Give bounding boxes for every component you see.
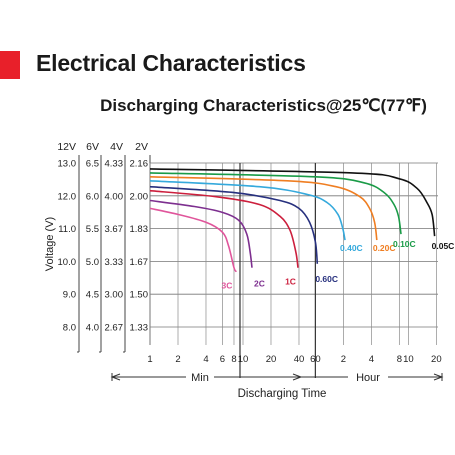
series-line-0_10C [149,172,402,235]
y-axis-label: Voltage (V) [44,217,56,271]
y-axis-header-6v: 6V [86,141,99,153]
y-tick-6v: 6.5 [86,159,99,170]
y-tick-2v: 1.83 [130,224,149,235]
y-axis-header-12v: 12V [57,141,76,153]
y-tick-6v: 5.5 [86,224,99,235]
series-line-0_60C [149,185,319,264]
series-line-3C [149,207,238,273]
x-tick-label: 1 [147,354,152,365]
series-line-0_20C [149,176,378,241]
y-tick-12v: 8.0 [63,323,76,334]
y-tick-2v: 2.00 [130,191,149,202]
y-tick-6v: 4.5 [86,290,99,301]
x-tick-label: 40 [294,354,305,365]
y-tick-4v: 3.67 [105,224,124,235]
y-tick-12v: 9.0 [63,290,76,301]
y-axis-header-2v: 2V [135,141,148,153]
x-tick-label: 8 [397,354,402,365]
y-tick-12v: 12.0 [58,191,77,202]
x-tick-label: 60 [310,354,321,365]
y-tick-4v: 4.33 [105,159,124,170]
series-label-2C: 2C [254,279,265,289]
series-label-0_20C: 0.20C [373,243,396,253]
x-range-label-min: Min [191,372,209,384]
x-tick-label: 6 [220,354,225,365]
series-line-0_40C [149,180,346,241]
x-tick-label: 10 [238,354,249,365]
series-label-0_40C: 0.40C [340,243,363,253]
series-label-3C: 3C [222,281,233,291]
section-marker [0,51,20,79]
x-tick-label: 10 [403,354,414,365]
y-tick-2v: 1.67 [130,257,149,268]
grid-lines [149,162,438,378]
x-tick-label: 20 [431,354,442,365]
hour-label-bg [348,370,388,384]
y-tick-6v: 5.0 [86,257,99,268]
series-line-2C [149,199,253,268]
series-line-1C [149,189,299,268]
y-tick-4v: 3.33 [105,257,124,268]
series-label-0_60C: 0.60C [315,274,338,284]
chart-title: Discharging Characteristics@25℃(77℉) [100,96,427,115]
section-title: Electrical Characteristics [36,50,306,76]
x-axis-label: Discharging Time [238,388,327,400]
series-label-0_10C: 0.10C [393,239,416,249]
x-tick-label: 20 [266,354,277,365]
y-tick-12v: 10.0 [58,257,77,268]
x-tick-label: 8 [231,354,236,365]
x-tick-label: 4 [203,354,208,365]
series-line-0_05C [149,168,436,237]
y-tick-6v: 6.0 [86,191,99,202]
x-tick-label: 2 [175,354,180,365]
series-label-0_05C: 0.05C [432,241,455,251]
hour-arrow-right [433,373,444,381]
y-axis-header-4v: 4V [110,141,123,153]
y-tick-4v: 4.00 [105,191,124,202]
x-range-label-hour: Hour [356,372,380,384]
y-tick-12v: 13.0 [58,159,77,170]
x-tick-label: 2 [341,354,346,365]
min-label-bg [186,370,214,384]
y-tick-2v: 1.33 [130,323,149,334]
y-tick-6v: 4.0 [86,323,99,334]
series-label-1C: 1C [285,277,296,287]
y-axes-group: 12V 13.0 12.0 11.0 10.0 9.0 8.0 6V 6.5 6.0 5.5 5.0 4… [57,141,151,353]
y-tick-4v: 2.67 [105,323,124,334]
y-tick-12v: 11.0 [58,224,76,235]
y-tick-4v: 3.00 [105,290,124,301]
x-tick-label: 4 [369,354,374,365]
series-group [149,168,436,273]
min-arrow-right [292,373,303,381]
y-tick-2v: 2.16 [130,159,149,170]
min-arrow-left [110,373,121,381]
y-tick-2v: 1.50 [130,290,149,301]
